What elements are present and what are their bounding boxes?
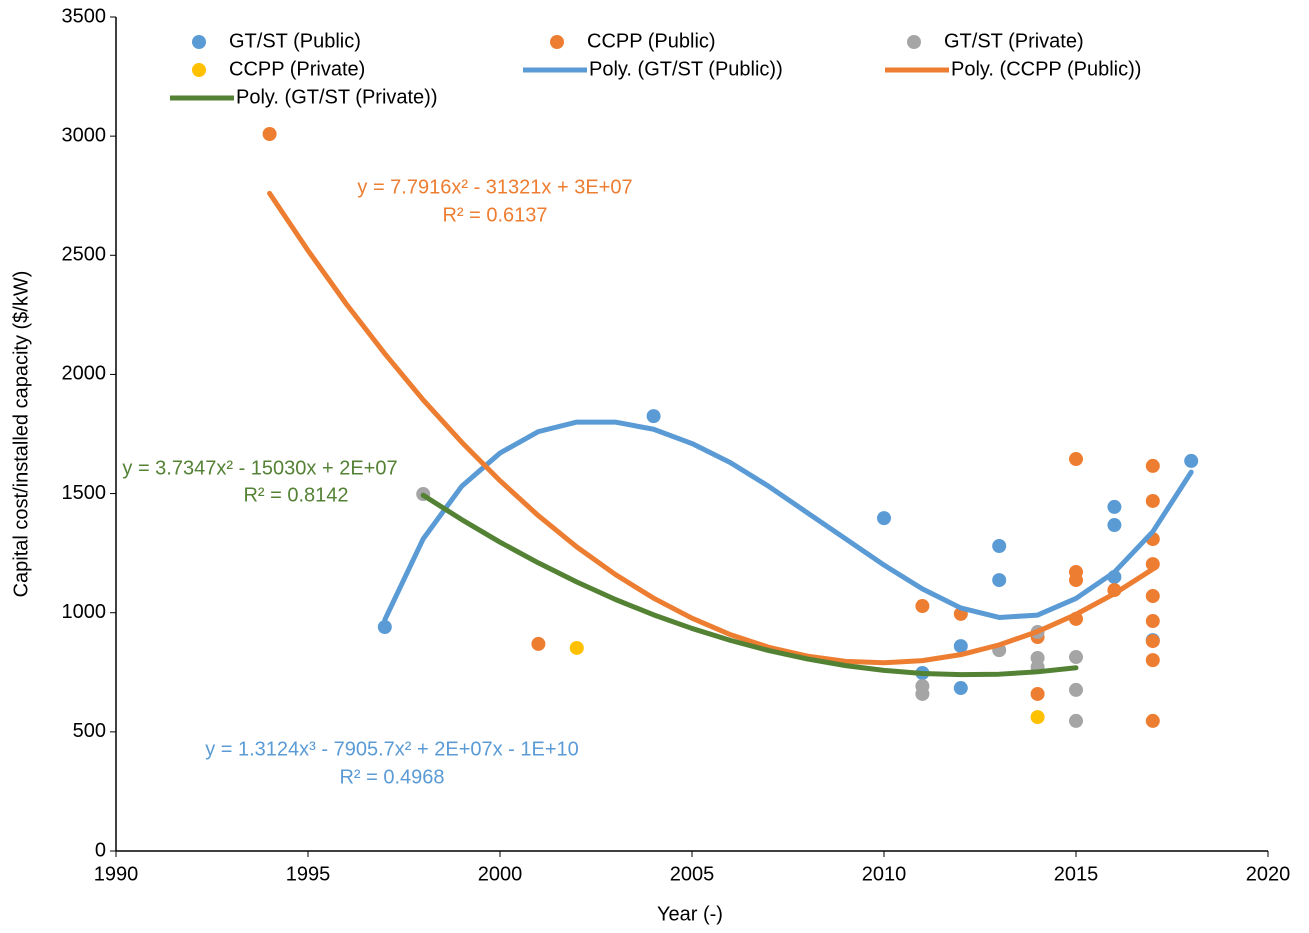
data-point [953, 681, 968, 696]
data-point [1069, 650, 1083, 665]
data-point [531, 636, 546, 651]
legend-label: CCPP (Public) [587, 30, 716, 52]
x-tick-label: 2005 [670, 863, 715, 885]
x-tick-label: 1990 [94, 863, 139, 885]
data-point [1145, 614, 1160, 629]
data-point [915, 599, 930, 614]
legend-marker [550, 35, 564, 49]
data-point [953, 639, 968, 654]
trendline-equation: y = 3.7347x² - 15030x + 2E+07 [122, 457, 397, 479]
trendline-equation: y = 7.7916x² - 31321x + 3E+07 [357, 176, 632, 198]
legend-label: Poly. (GT/ST (Public)) [589, 58, 783, 80]
data-point [1069, 713, 1083, 728]
legend-marker [192, 35, 206, 49]
data-point [1145, 634, 1160, 649]
y-axis-title: Capital cost/installed capacity ($/kW) [10, 271, 32, 598]
y-tick-label: 2000 [62, 363, 107, 385]
y-tick-label: 500 [73, 720, 106, 742]
data-point [1145, 493, 1160, 508]
x-tick-label: 2010 [862, 863, 907, 885]
y-tick-label: 2500 [62, 244, 107, 266]
trendline [267, 190, 1156, 666]
legend-marker [192, 63, 206, 77]
x-tick-label: 1995 [286, 863, 331, 885]
y-tick-label: 1000 [62, 601, 107, 623]
data-point [1030, 686, 1045, 701]
x-tick-label: 2020 [1246, 863, 1291, 885]
data-point [377, 620, 392, 635]
trendline [420, 492, 1079, 678]
trendline [382, 419, 1194, 623]
data-point [1107, 518, 1122, 533]
data-point [1145, 589, 1160, 604]
trendline-equation: R² = 0.4968 [339, 766, 444, 788]
legend-marker [907, 35, 921, 49]
trendline-equation: y = 1.3124x³ - 7905.7x² + 2E+07x - 1E+10 [205, 738, 579, 760]
data-point [569, 640, 584, 655]
legend-label: GT/ST (Public) [229, 30, 361, 52]
data-point [1145, 458, 1160, 473]
x-tick-label: 2000 [478, 863, 523, 885]
trendline-equation: R² = 0.6137 [442, 204, 547, 226]
data-point [1107, 499, 1122, 514]
y-tick-label: 3000 [62, 124, 107, 146]
legend-label: Poly. (CCPP (Public)) [951, 58, 1141, 80]
data-point [262, 126, 277, 141]
data-point [1184, 453, 1199, 468]
data-point [877, 511, 891, 526]
data-point [1069, 573, 1083, 588]
x-axis-title: Year (-) [657, 903, 723, 925]
x-tick-label: 2015 [1054, 863, 1099, 885]
y-tick-label: 0 [95, 839, 106, 861]
legend-label: GT/ST (Private) [944, 30, 1084, 52]
data-point [1069, 682, 1083, 697]
y-tick-label: 1500 [62, 482, 107, 504]
data-point [1145, 557, 1160, 572]
legend-label: CCPP (Private) [229, 58, 365, 80]
data-point [992, 538, 1007, 553]
data-point [915, 686, 930, 701]
data-point [1069, 452, 1083, 467]
legend-label: Poly. (GT/ST (Private)) [236, 86, 438, 108]
data-point [1145, 713, 1160, 728]
trendline-equation: R² = 0.8142 [243, 484, 348, 506]
data-point [646, 409, 661, 424]
y-tick-label: 3500 [62, 5, 107, 27]
data-point [1145, 653, 1160, 668]
data-point [1030, 710, 1045, 725]
data-point [992, 573, 1007, 588]
